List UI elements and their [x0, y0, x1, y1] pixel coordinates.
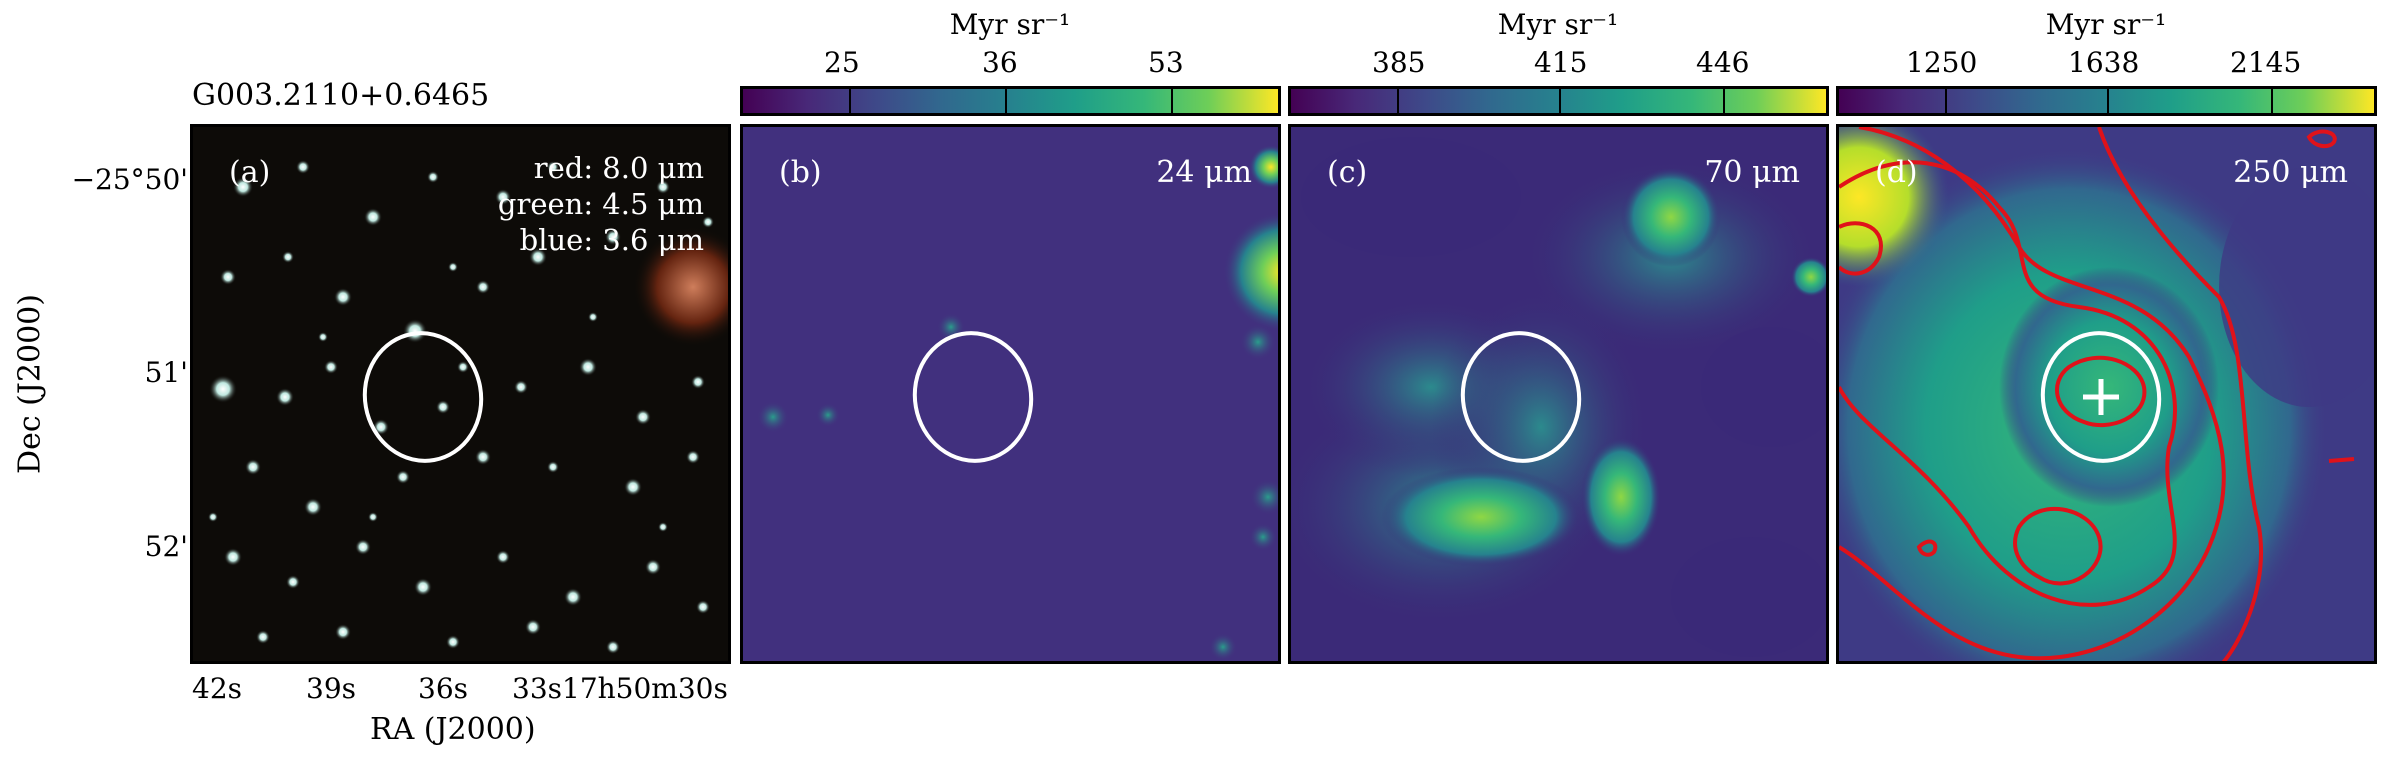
ra-tick-label: 42s: [192, 672, 242, 705]
panel-a-rgb-image: (a) red: 8.0 μm green: 4.5 μm blue: 3.6 …: [190, 124, 731, 664]
emission-map-24um: [757, 145, 1278, 661]
emission-map-250um: [1839, 127, 2374, 661]
dec-tick-label: 52': [144, 530, 188, 563]
ra-tick-label: 33s: [512, 672, 562, 705]
colorbar-tick: 1250: [1906, 46, 1978, 79]
source-name: G003.2110+0.6465: [192, 78, 490, 113]
colorbar-unit-b: Myr sr⁻¹: [949, 8, 1071, 41]
colorbar-d: [1836, 86, 2377, 116]
colorbar-tick: 53: [1148, 46, 1184, 79]
wavelength-label-d: 250 μm: [2233, 155, 2348, 190]
panel-label-a: (a): [229, 155, 271, 190]
ra-tick-label: 17h50m30s: [562, 672, 728, 705]
legend-red: red: 8.0 μm: [533, 151, 704, 185]
star-field: [208, 160, 728, 654]
dec-tick-label: −25°50': [71, 163, 188, 196]
colorbar-unit-c: Myr sr⁻¹: [1497, 8, 1619, 41]
x-axis-label: RA (J2000): [370, 712, 536, 747]
colorbar-tick: 2145: [2230, 46, 2302, 79]
colorbar-tick: 415: [1534, 46, 1588, 79]
emission-map-70um: [1291, 137, 1826, 657]
colorbar-tick: 1638: [2068, 46, 2140, 79]
panel-label-d: (d): [1875, 155, 1918, 190]
wavelength-label-c: 70 μm: [1704, 155, 1800, 190]
colorbar-tick: 36: [982, 46, 1018, 79]
panel-label-b: (b): [779, 155, 822, 190]
colorbar-b: [740, 86, 1281, 116]
panel-b-24um-image: (b) 24 μm: [740, 124, 1281, 664]
ra-tick-label: 39s: [306, 672, 356, 705]
colorbar-tick: 25: [824, 46, 860, 79]
panel-label-c: (c): [1327, 155, 1368, 190]
ra-tick-label: 36s: [418, 672, 468, 705]
colorbar-tick: 385: [1372, 46, 1426, 79]
panel-c-70um-image: (c) 70 μm: [1288, 124, 1829, 664]
colorbar-c: [1288, 86, 1829, 116]
colorbar-unit-d: Myr sr⁻¹: [2045, 8, 2167, 41]
dec-tick-label: 51': [144, 356, 188, 389]
wavelength-label-b: 24 μm: [1156, 155, 1252, 190]
legend-blue: blue: 3.6 μm: [519, 223, 704, 257]
panel-d-250um-image: (d) 250 μm: [1836, 124, 2377, 664]
colorbar-tick: 446: [1696, 46, 1750, 79]
legend-green: green: 4.5 μm: [497, 187, 704, 221]
